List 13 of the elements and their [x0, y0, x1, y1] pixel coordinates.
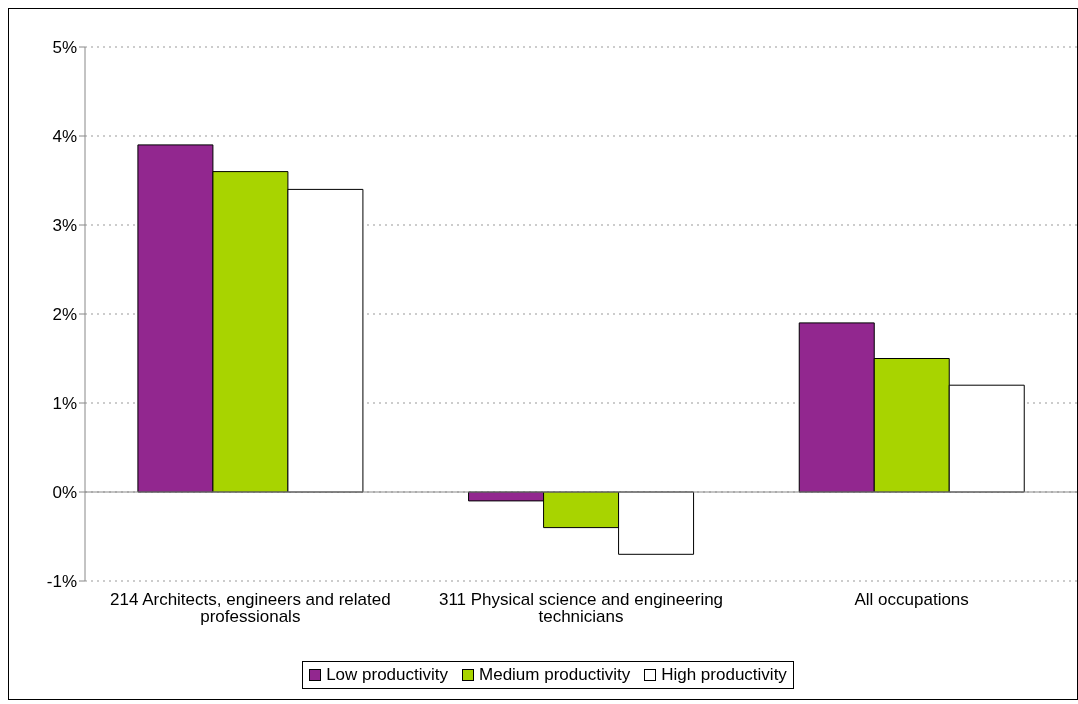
y-tick-label: -1%: [46, 572, 77, 592]
y-tick-label: 0%: [52, 483, 77, 503]
y-tick-label: 1%: [52, 394, 77, 414]
x-tick-label: 214 Architects, engineers and related professionals: [109, 590, 391, 627]
legend-label: Low productivity: [326, 665, 449, 685]
legend-label: High productivity: [661, 665, 787, 685]
y-tick-label: 5%: [52, 38, 77, 58]
y-tick-label: 4%: [52, 127, 77, 147]
y-tick-label: 2%: [52, 305, 77, 325]
x-tick-label: All occupations: [854, 590, 969, 610]
x-tick-label: 311 Physical science and engineering technicians: [438, 590, 724, 627]
y-tick-label: 3%: [52, 216, 77, 236]
legend-label: Medium productivity: [479, 665, 631, 685]
